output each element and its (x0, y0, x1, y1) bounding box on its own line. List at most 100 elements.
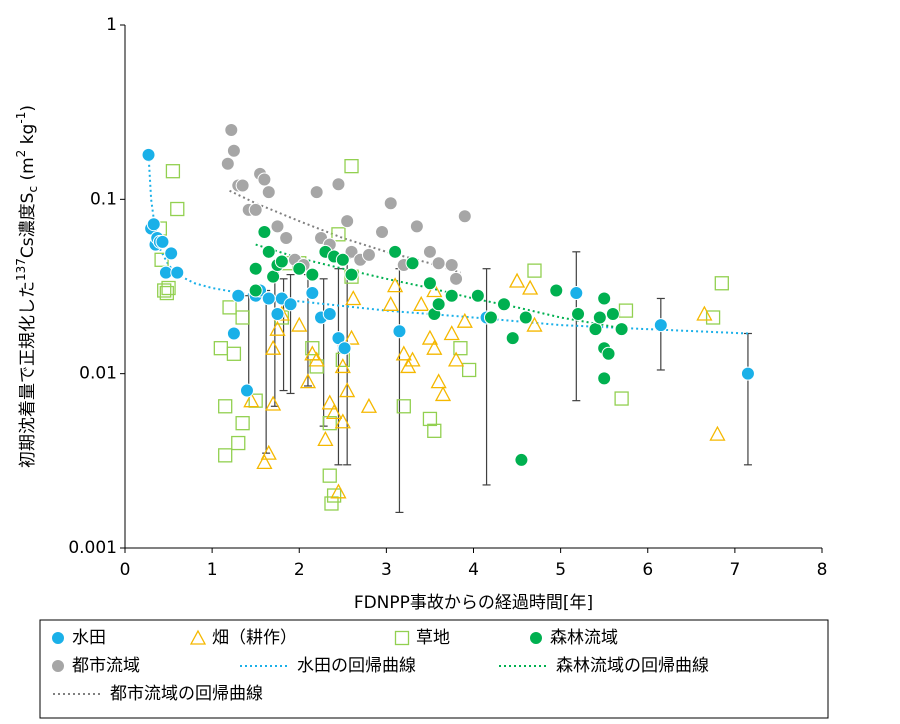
point (335, 252, 350, 267)
x-tick-label: 3 (381, 560, 392, 580)
point (308, 351, 325, 367)
point (360, 397, 378, 413)
point (334, 358, 351, 374)
y-axis-title: 初期沈着量で正規化した137Cs濃度Sc (m2 kg-1) (14, 105, 40, 468)
point (422, 276, 437, 291)
legend-label: 森林流域 (550, 628, 618, 648)
point (265, 339, 282, 355)
point (170, 201, 185, 217)
x-axis-title: FDNPP事故からの経過時間[年] (354, 593, 593, 613)
legend-marker (529, 631, 543, 645)
point (309, 185, 324, 200)
point (449, 271, 464, 286)
point (226, 346, 242, 361)
point (514, 452, 529, 467)
point (222, 300, 237, 315)
point (518, 310, 533, 325)
point (161, 280, 176, 296)
point (248, 202, 263, 217)
point (422, 244, 437, 259)
point (714, 276, 729, 291)
point (213, 341, 228, 356)
point (496, 297, 511, 312)
x-tick-label: 0 (120, 560, 131, 580)
point (261, 185, 276, 200)
legend-marker (51, 631, 65, 645)
point (396, 399, 411, 414)
point (344, 267, 359, 282)
point (345, 290, 362, 306)
point (588, 322, 603, 337)
point (605, 306, 620, 321)
point (265, 395, 282, 411)
point (165, 164, 181, 179)
point (447, 351, 465, 367)
point (159, 285, 174, 301)
point (696, 305, 713, 321)
point (305, 267, 320, 282)
point (527, 263, 542, 278)
point (257, 224, 272, 239)
point (231, 288, 246, 303)
legend-label: 草地 (416, 628, 450, 648)
point (457, 209, 472, 224)
point (270, 306, 285, 321)
point (375, 224, 390, 239)
point (170, 265, 185, 280)
point (164, 246, 179, 261)
point (382, 295, 399, 311)
y-axis-title-part: 2 (14, 150, 28, 158)
x-tick-label: 6 (642, 560, 653, 580)
point (243, 392, 260, 408)
point (330, 483, 347, 499)
point (269, 320, 286, 336)
point (740, 366, 755, 381)
point (653, 318, 668, 333)
point (324, 496, 339, 511)
point (154, 252, 169, 267)
point (260, 444, 277, 460)
point (235, 310, 250, 325)
legend-label: 都市流域の回帰曲線 (110, 684, 263, 704)
point (331, 331, 346, 346)
legend-label: 畑（耕作） (212, 628, 297, 648)
point (218, 399, 233, 414)
point (434, 386, 452, 402)
point (220, 156, 235, 171)
point (224, 122, 239, 137)
point (266, 269, 281, 284)
point (292, 261, 307, 276)
point (157, 283, 172, 298)
x-tick-label: 2 (294, 560, 305, 580)
x-tick-label: 7 (729, 560, 740, 580)
point (279, 231, 294, 246)
point (235, 416, 250, 431)
point (326, 488, 342, 503)
legend-box (39, 619, 829, 719)
point (361, 247, 376, 262)
point (409, 219, 424, 234)
point (155, 234, 170, 249)
point (483, 310, 498, 325)
point (386, 277, 404, 293)
x-tick-label: 5 (555, 560, 566, 580)
y-axis-title-part: 137 (14, 258, 28, 281)
point (326, 403, 343, 419)
point (331, 177, 346, 192)
point (508, 272, 526, 288)
point (257, 172, 272, 187)
point (592, 310, 607, 325)
point (404, 351, 421, 367)
point (334, 413, 351, 429)
point (322, 306, 337, 321)
point (270, 219, 285, 234)
point (235, 178, 250, 193)
y-axis-title-part: ) (18, 105, 38, 112)
point (505, 331, 520, 346)
point (388, 244, 403, 259)
point (322, 416, 337, 431)
point (444, 258, 459, 273)
point (291, 316, 308, 332)
point (343, 329, 360, 345)
